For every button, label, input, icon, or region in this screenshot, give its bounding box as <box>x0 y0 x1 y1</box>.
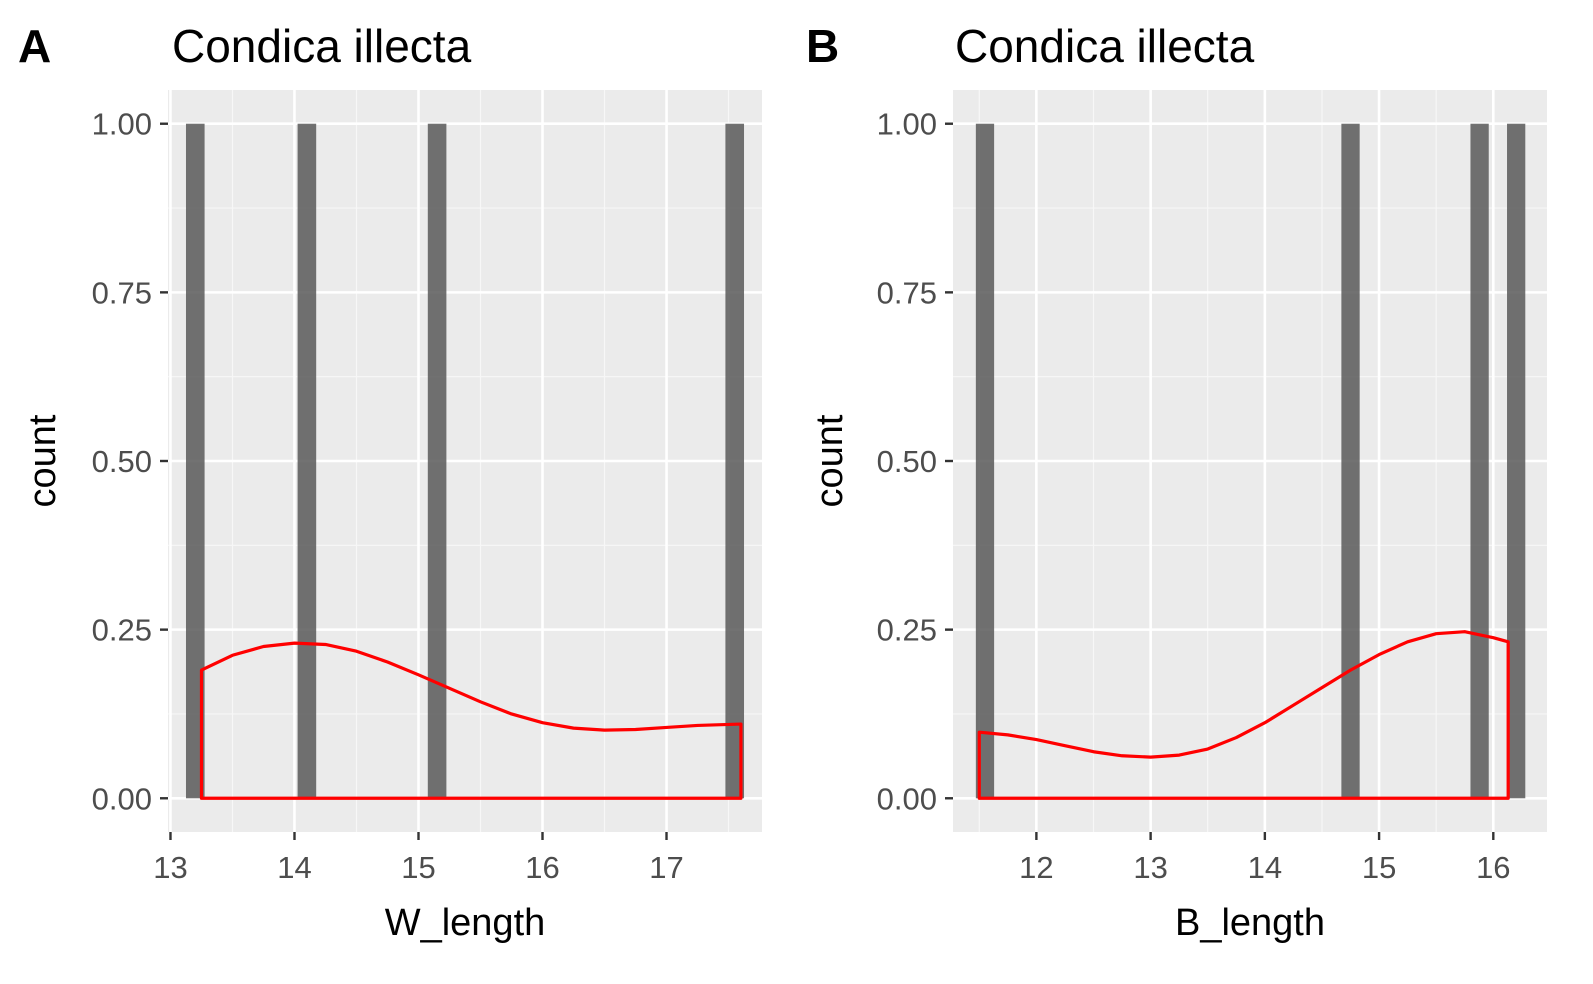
y-tick-label: 0.25 <box>92 613 152 648</box>
y-axis-title: count <box>809 414 851 507</box>
x-tick-label: 17 <box>649 850 683 885</box>
y-tick-label: 0.00 <box>92 781 152 816</box>
y-tick-label: 0.50 <box>877 444 937 479</box>
bar <box>427 123 447 799</box>
bar <box>975 123 995 799</box>
chart-title: Condica illecta <box>172 20 472 72</box>
x-tick-label: 14 <box>1248 850 1282 885</box>
x-tick-label: 14 <box>277 850 311 885</box>
y-axis-title: count <box>22 414 64 507</box>
y-tick-label: 0.00 <box>877 781 937 816</box>
bar <box>725 123 745 799</box>
panel-label: B <box>806 20 839 72</box>
y-tick-label: 0.75 <box>877 275 937 310</box>
chart-title: Condica illecta <box>955 20 1255 72</box>
x-tick-label: 12 <box>1019 850 1053 885</box>
panel-label: A <box>18 20 51 72</box>
chart-panel-b: 0.00 0.25 0.50 0.75 1.00 12 13 14 15 16 B Condica i… <box>806 20 1547 944</box>
bar <box>1341 123 1360 799</box>
y-tick-label: 0.50 <box>92 444 152 479</box>
x-tick-label: 13 <box>1133 850 1167 885</box>
y-tick-label: 0.75 <box>92 275 152 310</box>
bar <box>1507 123 1526 799</box>
bar <box>1470 123 1489 799</box>
x-tick-label: 15 <box>1362 850 1396 885</box>
chart-panel-a: 0.00 0.25 0.50 0.75 1.00 13 14 15 16 17 A Condica i… <box>18 20 762 944</box>
x-tick-label: 16 <box>525 850 559 885</box>
y-tick-label: 0.25 <box>877 613 937 648</box>
x-axis-title: B_length <box>1175 902 1325 944</box>
density-line <box>977 630 1510 800</box>
x-tick-label: 15 <box>401 850 435 885</box>
x-tick-label: 16 <box>1476 850 1510 885</box>
y-tick-label: 1.00 <box>92 107 152 142</box>
density-line <box>199 641 743 800</box>
bar <box>185 123 205 799</box>
bar <box>297 123 317 799</box>
x-tick-label: 13 <box>153 850 187 885</box>
x-axis-title: W_length <box>385 902 546 944</box>
y-tick-label: 1.00 <box>877 107 937 142</box>
